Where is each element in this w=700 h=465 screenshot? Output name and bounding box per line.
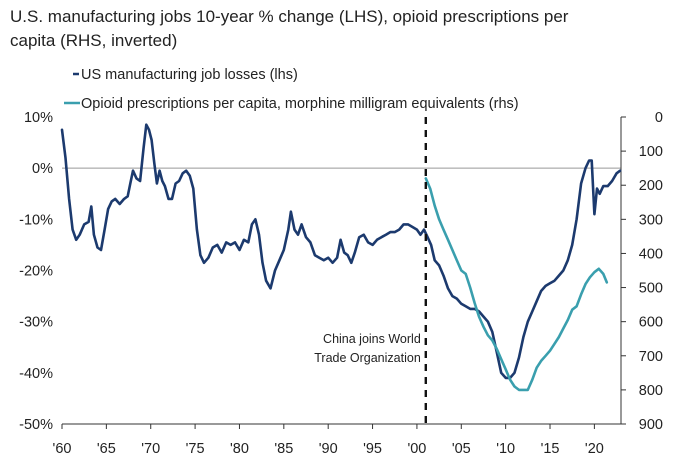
y-left-tick-label: -10% (19, 212, 53, 228)
y-right-tick-label: 500 (639, 281, 663, 297)
y-left-tick-label: 10% (24, 110, 53, 126)
legend-label-manufacturing: US manufacturing job losses (lhs) (81, 67, 298, 83)
y-left-tick-label: -50% (19, 417, 53, 433)
chart-title-line-1: U.S. manufacturing jobs 10-year % change… (10, 7, 569, 26)
axes: 10% 0% -10% -20% -30% -40% -50% 0 100 200 300 400 50… (19, 110, 663, 457)
x-tick-label: '15 (541, 441, 560, 457)
x-tick-label: '00 (407, 441, 426, 457)
legend-label-opioid: Opioid prescriptions per capita, morphin… (81, 96, 519, 112)
x-tick-label: '75 (186, 441, 205, 457)
chart-title-line-2: capita (RHS, inverted) (10, 31, 177, 50)
y-right-tick-label: 600 (639, 315, 663, 331)
y-right-tick-label: 400 (639, 246, 663, 262)
x-tick-label: '80 (230, 441, 249, 457)
series-manufacturing-line (60, 123, 622, 380)
y-right-tick-label: 900 (639, 417, 663, 433)
wto-annotation-label: Trade Organization (314, 351, 421, 365)
series-opioid-line (424, 177, 609, 392)
annotation: China joins World Trade Organization (314, 117, 427, 424)
y-right-tick-label: 0 (655, 110, 663, 126)
y-right-tick-label: 700 (639, 349, 663, 365)
y-left-tick-label: -20% (19, 264, 53, 280)
y-left-tick-label: -40% (19, 366, 53, 382)
x-tick-label: '10 (496, 441, 515, 457)
y-right-tick-label: 300 (639, 212, 663, 228)
y-right-tick-label: 200 (639, 178, 663, 194)
x-tick-label: '20 (585, 441, 604, 457)
x-tick-label: '60 (53, 441, 72, 457)
y-left-tick-label: 0% (32, 161, 53, 177)
x-tick-label: '95 (363, 441, 382, 457)
x-tick-label: '90 (319, 441, 338, 457)
wto-annotation-label: China joins World (323, 332, 421, 346)
y-left-tick-label: -30% (19, 315, 53, 331)
y-right-tick-label: 100 (639, 144, 663, 160)
x-tick-label: '70 (141, 441, 160, 457)
x-tick-label: '85 (274, 441, 293, 457)
y-right-tick-label: 800 (639, 383, 663, 399)
x-tick-label: '05 (452, 441, 471, 457)
x-tick-label: '65 (97, 441, 116, 457)
series-layer (60, 123, 622, 392)
